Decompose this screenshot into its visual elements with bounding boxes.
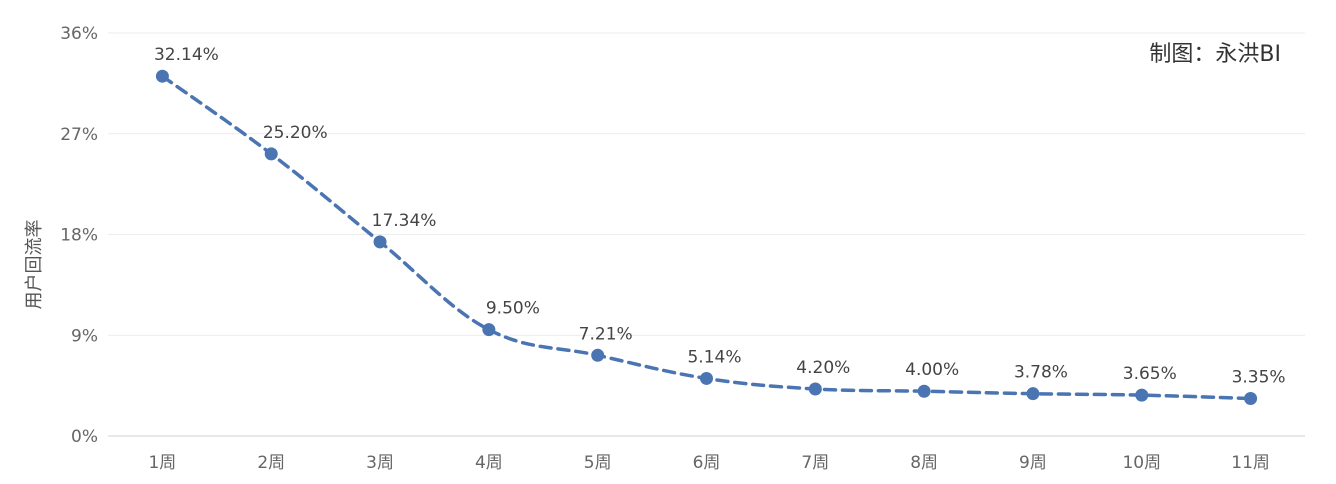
data-point xyxy=(264,147,278,161)
y-tick-label: 36% xyxy=(60,24,98,44)
data-label: 9.50% xyxy=(486,299,540,319)
data-point xyxy=(482,323,496,337)
data-label: 3.35% xyxy=(1232,367,1286,387)
y-tick-label: 9% xyxy=(71,326,98,346)
y-tick-label: 27% xyxy=(60,125,98,145)
x-tick-label: 3周 xyxy=(366,453,394,473)
data-point xyxy=(917,384,931,398)
data-label: 5.14% xyxy=(687,347,741,367)
data-label: 7.21% xyxy=(579,324,633,344)
x-tick-label: 1周 xyxy=(148,453,176,473)
x-tick-label: 9周 xyxy=(1019,453,1047,473)
data-label: 32.14% xyxy=(154,45,219,65)
data-point xyxy=(373,235,387,249)
data-point xyxy=(1244,391,1258,405)
y-axis-label: 用户回流率 xyxy=(24,220,45,310)
x-tick-label: 8周 xyxy=(910,453,938,473)
data-label: 4.20% xyxy=(796,358,850,378)
data-point xyxy=(1135,388,1149,402)
grid-lines xyxy=(108,32,1305,437)
data-point xyxy=(1026,387,1040,401)
data-point xyxy=(700,371,713,385)
data-point xyxy=(155,69,169,83)
y-tick-label: 18% xyxy=(60,226,98,246)
y-axis-ticks: 0% 9% 18% 27% 36% xyxy=(60,24,98,447)
data-label: 17.34% xyxy=(372,211,437,231)
x-tick-label: 7周 xyxy=(801,453,829,473)
data-label: 4.00% xyxy=(905,360,959,380)
series-line-group xyxy=(155,69,1258,405)
x-axis-ticks: 1周 2周 3周 4周 5周 6周 7周 8周 9周 10周 11周 xyxy=(148,453,1269,473)
x-tick-label: 10周 xyxy=(1122,453,1161,473)
y-tick-label: 0% xyxy=(71,427,98,447)
data-label: 3.65% xyxy=(1123,364,1177,384)
x-tick-label: 6周 xyxy=(693,453,721,473)
x-tick-label: 5周 xyxy=(584,453,612,473)
data-point xyxy=(808,382,822,396)
x-tick-label: 11周 xyxy=(1231,453,1270,473)
x-tick-label: 2周 xyxy=(257,453,285,473)
data-label: 3.78% xyxy=(1014,363,1068,383)
chart-credit: 制图：永洪BI xyxy=(1149,42,1281,67)
data-point xyxy=(591,348,605,362)
x-tick-label: 4周 xyxy=(475,453,503,473)
data-label: 25.20% xyxy=(263,123,328,143)
data-labels: 32.14% 25.20% 17.34% 9.50% 7.21% 5.14% 4.20% 4.… xyxy=(154,45,1286,387)
